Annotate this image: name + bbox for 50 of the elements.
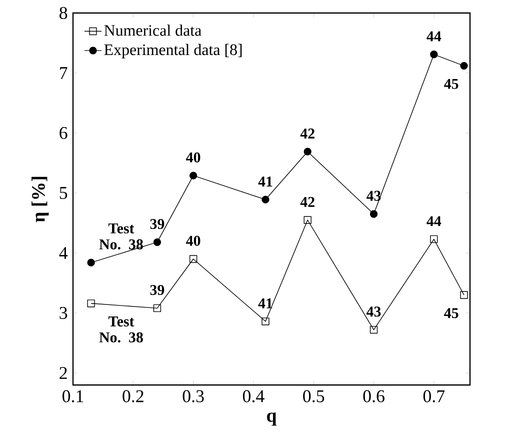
annotation: 41	[258, 298, 272, 308]
annotation: 43	[366, 190, 381, 201]
annotation: Test No. 38	[99, 316, 143, 342]
annotation: 40	[186, 152, 200, 162]
x-tick-label: 0.6	[363, 390, 384, 402]
x-tick-label: 0.5	[303, 390, 324, 402]
point	[189, 255, 198, 263]
x-tick-label: 0.7	[423, 390, 445, 402]
legend-label: Experimental data [8]	[104, 44, 242, 58]
annotation: 43	[366, 306, 381, 317]
annotation: 45	[444, 78, 458, 89]
annotation: Test No. 38	[99, 224, 143, 250]
point	[262, 318, 270, 326]
annotation: 44	[426, 31, 442, 42]
point	[153, 238, 162, 246]
point	[153, 304, 162, 312]
annotation: 39	[150, 219, 164, 230]
point	[460, 291, 468, 299]
point	[430, 235, 438, 244]
legend-label: Numerical data	[104, 24, 202, 36]
x-tick-label: 0.2	[122, 390, 144, 402]
point	[370, 326, 378, 334]
point	[304, 216, 312, 224]
point	[460, 62, 468, 70]
annotation: 42	[300, 196, 314, 207]
x-tick-label: 0.4	[242, 390, 264, 402]
y-tick-label: 4	[59, 247, 68, 259]
y-axis-title: η [%]	[32, 176, 49, 222]
annotation: 40	[186, 236, 200, 246]
x-tick-label: 0.1	[62, 390, 84, 402]
y-tick-label: 6	[60, 126, 68, 140]
annotation: 42	[300, 128, 314, 138]
y-tick-label: 7	[60, 67, 68, 79]
point	[87, 258, 95, 266]
point	[370, 210, 378, 218]
annotation: 41	[258, 176, 272, 186]
point	[87, 300, 95, 308]
y-tick-label: 3	[60, 306, 68, 320]
point	[430, 50, 438, 58]
annotation: 45	[444, 308, 458, 318]
x-axis-title: q	[267, 412, 277, 426]
annotation: 39	[150, 285, 164, 296]
point	[262, 196, 270, 204]
y-tick-label: 5	[60, 187, 68, 199]
x-tick-label: 0.3	[182, 390, 204, 402]
y-tick-label: 2	[60, 367, 67, 379]
annotation: 44	[426, 216, 442, 226]
y-tick-label: 8	[60, 6, 68, 20]
point	[304, 148, 312, 156]
point	[189, 172, 198, 180]
